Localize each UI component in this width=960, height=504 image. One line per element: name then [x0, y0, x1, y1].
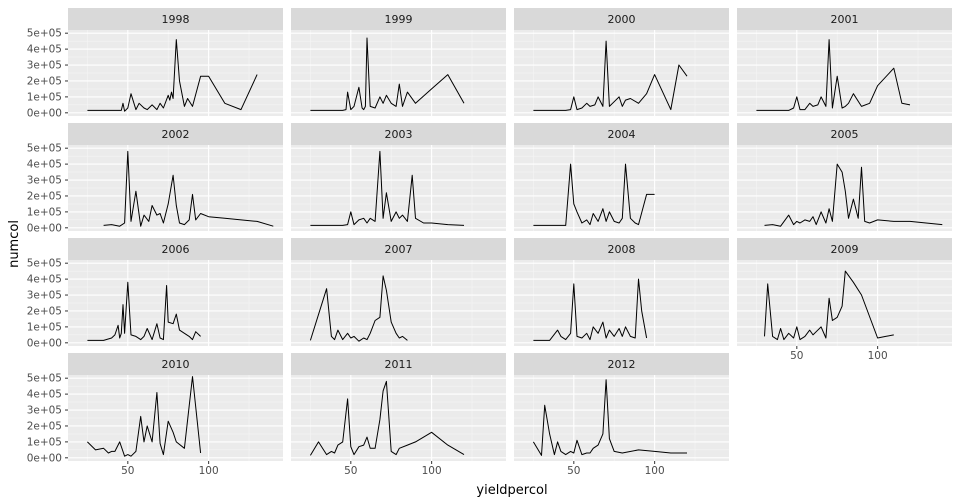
facet-panel-1999: 1999	[291, 8, 506, 116]
x-tick-label: 50	[567, 465, 580, 477]
series-line-2010	[87, 376, 202, 457]
y-tick-label: 2e+05	[27, 190, 62, 202]
series-line-1998	[87, 39, 258, 112]
series-line-2002	[103, 150, 274, 227]
series-line-2005	[764, 163, 943, 227]
facet-strip-label: 2000	[608, 13, 636, 26]
y-tick-label: 1e+05	[27, 206, 62, 218]
y-tick-label: 2e+05	[27, 305, 62, 317]
facet-strip-label: 2006	[162, 243, 190, 256]
series-line-2009	[764, 270, 894, 341]
facet-strip	[68, 123, 283, 145]
facet-strip-label: 1999	[385, 13, 413, 26]
facet-strip-label: 2008	[608, 243, 636, 256]
facet-panel-2005: 2005	[737, 123, 952, 231]
series-line-2011	[309, 380, 465, 456]
facet-panel-2010: 2010 0e+00 1e+05 2e+05 3e+05 4e+05 5e+05 50 100	[27, 353, 283, 477]
facet-strip	[68, 8, 283, 30]
y-tick-label: 3e+05	[27, 290, 62, 302]
facet-strip-label: 2003	[385, 128, 413, 141]
facet-panel-2002: 2002 0e+00 1e+05 2e+05 3e+05 4e+05 5e+05	[27, 123, 283, 234]
y-axis-title: numcol	[7, 220, 22, 268]
y-tick-label: 5e+05	[27, 28, 62, 40]
series-line-2001	[756, 39, 911, 111]
facet-strip	[514, 123, 729, 145]
x-tick-label: 100	[868, 350, 888, 362]
x-tick-label: 100	[645, 465, 665, 477]
facet-strip	[514, 353, 729, 375]
series-line-2012	[532, 379, 687, 456]
x-axis-title: yieldpercol	[476, 483, 547, 498]
y-tick-label: 4e+05	[27, 159, 62, 171]
y-tick-label: 3e+05	[27, 60, 62, 72]
facet-strip	[737, 123, 952, 145]
y-tick-label: 5e+05	[27, 143, 62, 155]
facet-strip	[514, 8, 729, 30]
y-tick-label: 4e+05	[27, 389, 62, 401]
facet-strip-label: 2007	[385, 243, 413, 256]
y-tick-label: 1e+05	[27, 436, 62, 448]
y-tick-label: 3e+05	[27, 175, 62, 187]
facet-strip-label: 2001	[831, 13, 859, 26]
facet-strip-label: 2009	[831, 243, 859, 256]
facet-panel-2004: 2004	[514, 123, 729, 231]
y-tick-label: 0e+00	[27, 337, 62, 349]
facet-panel-2006: 2006 0e+00 1e+05 2e+05 3e+05 4e+05 5e+05	[27, 238, 283, 349]
facet-panel-2000: 2000	[514, 8, 729, 116]
facet-strip	[68, 353, 283, 375]
facet-strip-label: 2004	[608, 128, 636, 141]
facet-strip-label: 2005	[831, 128, 859, 141]
facet-panel-2009: 2009 50 100	[737, 238, 952, 362]
facet-strip-label: 2010	[162, 358, 190, 371]
facet-panel-2007: 2007	[291, 238, 506, 346]
y-tick-label: 0e+00	[27, 107, 62, 119]
facet-panel-2008: 2008	[514, 238, 729, 346]
panels-layer: 1998 0e+00 1e+05 2e+05 3e+05 4e+05 5e+05 1999 20…	[27, 8, 952, 477]
facet-panel-2001: 2001	[737, 8, 952, 116]
facet-strip-label: 2012	[608, 358, 636, 371]
y-tick-label: 4e+05	[27, 44, 62, 56]
y-tick-label: 2e+05	[27, 420, 62, 432]
y-tick-label: 0e+00	[27, 452, 62, 464]
facet-strip	[737, 238, 952, 260]
x-tick-label: 100	[199, 465, 219, 477]
facet-strip	[737, 8, 952, 30]
facet-panel-2003: 2003	[291, 123, 506, 231]
y-tick-label: 5e+05	[27, 258, 62, 270]
facet-strip	[291, 123, 506, 145]
facet-panel-1998: 1998 0e+00 1e+05 2e+05 3e+05 4e+05 5e+05	[27, 8, 283, 119]
facet-strip	[291, 238, 506, 260]
x-tick-label: 50	[344, 465, 357, 477]
series-line-2008	[533, 278, 648, 341]
facet-strip	[514, 238, 729, 260]
facet-strip	[291, 8, 506, 30]
x-tick-label: 50	[121, 465, 134, 477]
facet-strip-label: 1998	[162, 13, 190, 26]
series-line-2007	[309, 275, 408, 342]
y-tick-label: 0e+00	[27, 222, 62, 234]
y-tick-label: 1e+05	[27, 321, 62, 333]
facet-panel-2011: 2011 50 100	[291, 353, 506, 477]
y-tick-label: 1e+05	[27, 91, 62, 103]
facet-strip	[291, 353, 506, 375]
series-line-2003	[310, 150, 465, 226]
series-line-1999	[310, 37, 465, 111]
facet-strip-label: 2011	[385, 358, 413, 371]
y-tick-label: 2e+05	[27, 75, 62, 87]
series-line-2004	[533, 163, 655, 226]
series-line-2000	[533, 40, 688, 111]
y-tick-label: 3e+05	[27, 405, 62, 417]
x-tick-label: 50	[790, 350, 803, 362]
series-line-2006	[87, 281, 201, 341]
x-tick-label: 100	[422, 465, 442, 477]
y-tick-label: 4e+05	[27, 274, 62, 286]
y-tick-label: 5e+05	[27, 373, 62, 385]
facet-panel-2012: 2012 50 100	[514, 353, 729, 477]
facet-strip-label: 2002	[162, 128, 190, 141]
facet-strip	[68, 238, 283, 260]
